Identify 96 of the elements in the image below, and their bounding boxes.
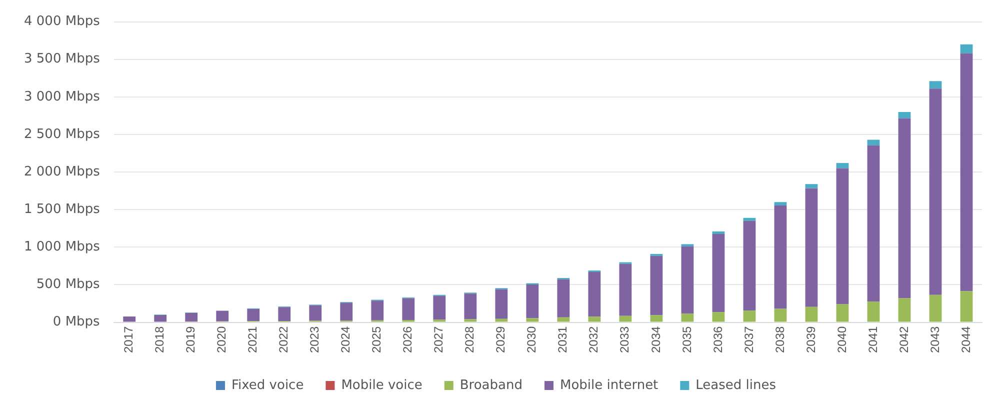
bar — [154, 314, 167, 322]
bar — [774, 202, 787, 206]
x-tick-label: 2036 — [710, 326, 725, 354]
bar — [960, 53, 973, 292]
x-tick-label: 2044 — [958, 326, 973, 354]
y-tick-label: 1 000 Mbps — [24, 240, 100, 255]
bar — [619, 264, 632, 316]
legend-label: Fixed voice — [231, 378, 304, 393]
bar — [929, 88, 942, 295]
x-tick-label: 2019 — [184, 326, 198, 354]
x-tick-label: 2026 — [400, 326, 415, 354]
bar — [805, 188, 818, 307]
y-tick-label: 500 Mbps — [36, 277, 100, 292]
bar — [898, 298, 911, 322]
bar — [960, 44, 973, 54]
x-tick-label: 2017 — [122, 326, 136, 354]
bar — [588, 272, 601, 317]
x-tick-label: 2037 — [742, 326, 756, 354]
bar — [650, 315, 663, 322]
bar — [340, 302, 353, 321]
y-tick-label: 0 Mbps — [52, 314, 100, 330]
x-tick-label: 2021 — [246, 326, 260, 354]
bar — [619, 316, 632, 322]
x-tick-label: 2040 — [834, 326, 849, 354]
bar — [712, 231, 725, 234]
y-tick-label: 2 000 Mbps — [24, 164, 100, 180]
bar — [402, 298, 415, 320]
x-tick-label: 2022 — [276, 326, 291, 354]
y-tick-label: 4 000 Mbps — [24, 14, 100, 30]
bar — [464, 319, 477, 322]
bar — [526, 284, 539, 318]
bar — [743, 218, 756, 221]
x-tick-label: 2035 — [680, 326, 694, 354]
x-tick-label: 2027 — [432, 326, 446, 354]
bar — [836, 163, 849, 168]
bar — [712, 312, 725, 322]
bar — [867, 302, 880, 322]
bar — [929, 294, 942, 322]
bar — [650, 256, 663, 316]
x-tick-label: 2024 — [338, 326, 353, 354]
x-tick-label: 2020 — [214, 326, 229, 354]
x-tick-label: 2030 — [524, 326, 539, 354]
bar — [743, 310, 756, 322]
x-tick-label: 2025 — [370, 326, 384, 354]
x-tick-label: 2023 — [308, 326, 322, 354]
bar — [247, 308, 260, 322]
bar — [278, 307, 291, 321]
bar — [867, 140, 880, 146]
bar — [495, 318, 508, 322]
y-tick-label: 2 500 Mbps — [24, 126, 100, 142]
legend-label: Broaband — [460, 378, 522, 393]
bar — [712, 234, 725, 312]
legend-label: Mobile internet — [560, 378, 658, 393]
bar — [836, 304, 849, 322]
y-tick-label: 3 000 Mbps — [24, 89, 100, 104]
x-tick-label: 2031 — [556, 326, 570, 354]
bar — [433, 296, 446, 320]
bar — [774, 205, 787, 309]
bar — [805, 184, 818, 188]
bar — [495, 289, 508, 319]
bar — [216, 310, 229, 322]
x-tick-label: 2033 — [618, 326, 632, 354]
y-tick-label: 3 500 Mbps — [24, 52, 100, 67]
bar — [557, 317, 570, 322]
x-tick-label: 2028 — [462, 326, 477, 354]
bar — [464, 294, 477, 320]
bar — [743, 220, 756, 311]
bar — [836, 168, 849, 304]
bar — [960, 291, 973, 322]
bar — [123, 316, 136, 322]
bar — [867, 145, 880, 302]
x-tick-label: 2038 — [772, 326, 787, 354]
x-tick-label: 2043 — [928, 326, 942, 354]
x-tick-label: 2018 — [152, 326, 167, 354]
x-tick-label: 2029 — [494, 326, 508, 354]
x-tick-label: 2032 — [586, 326, 601, 354]
bar — [805, 306, 818, 322]
bar — [588, 316, 601, 322]
bar — [526, 318, 539, 322]
bar — [929, 81, 942, 89]
bar — [681, 314, 694, 322]
bar — [185, 312, 198, 322]
bar — [681, 246, 694, 314]
y-tick-label: 1 500 Mbps — [24, 202, 100, 217]
bar — [774, 308, 787, 322]
legend-label: Leased lines — [696, 378, 776, 393]
x-tick-label: 2041 — [866, 326, 880, 354]
x-tick-label: 2034 — [648, 326, 663, 354]
bar — [557, 279, 570, 318]
bar — [371, 300, 384, 320]
legend-label: Mobile voice — [341, 378, 422, 393]
bar — [898, 112, 911, 118]
x-tick-label: 2039 — [804, 326, 818, 354]
bar — [309, 305, 322, 321]
x-tick-label: 2042 — [896, 326, 911, 354]
bar — [898, 118, 911, 298]
